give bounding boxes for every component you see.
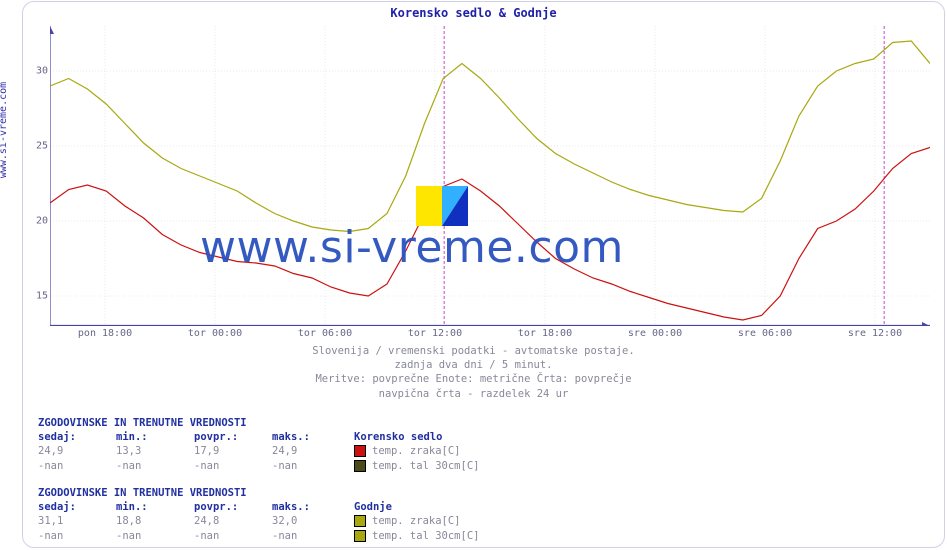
x-tick-label: tor 12:00	[408, 328, 462, 339]
x-tick-label: sre 12:00	[848, 328, 902, 339]
stats-group-name: Korensko sedlo	[354, 430, 443, 444]
stats-value: 31,1	[38, 514, 116, 528]
caption-line: zadnja dva dni / 5 minut.	[0, 358, 947, 372]
stats-row: 24,913,317,924,9temp. zraka[C]	[38, 444, 479, 458]
stats-column-labels: sedaj:min.:povpr.:maks.: Korensko sedlo	[38, 430, 479, 444]
legend-swatch	[354, 460, 366, 472]
x-tick-label: tor 06:00	[298, 328, 352, 339]
stats-value: -nan	[116, 459, 194, 473]
legend-label: temp. zraka[C]	[372, 514, 461, 528]
stats-row: 31,118,824,832,0 temp. zraka[C]	[38, 514, 479, 528]
caption-line: Slovenija / vremenski podatki - avtomats…	[0, 344, 947, 358]
watermark-text: www.si-vreme.com	[200, 222, 624, 273]
stats-column-labels: sedaj:min.:povpr.:maks.: Godnje	[38, 500, 479, 514]
legend-swatch	[354, 530, 366, 542]
chart-plot-area	[50, 26, 930, 326]
stats-value: 24,9	[272, 444, 350, 458]
legend-swatch	[354, 445, 366, 457]
y-tick-label: 30	[36, 66, 48, 77]
watermark-logo	[416, 186, 468, 226]
x-tick-label: tor 00:00	[188, 328, 242, 339]
y-tick-label: 20	[36, 216, 48, 227]
stats-value: 24,9	[38, 444, 116, 458]
stats-col-label: maks.:	[272, 430, 350, 444]
legend-label: temp. zraka[C]	[372, 444, 461, 458]
y-tick-label: 15	[36, 291, 48, 302]
legend-label: temp. tal 30cm[C]	[372, 529, 479, 543]
stats-value: -nan	[116, 529, 194, 543]
stats-header: ZGODOVINSKE IN TRENUTNE VREDNOSTI	[38, 416, 479, 430]
x-tick-label: pon 18:00	[78, 328, 132, 339]
x-tick-label: sre 06:00	[738, 328, 792, 339]
side-url-label: www.si-vreme.com	[0, 70, 9, 190]
stats-col-label: povpr.:	[194, 500, 272, 514]
y-axis-labels: 15 20 25 30	[30, 26, 48, 326]
legend-entry: temp. zraka[C]	[354, 514, 461, 528]
caption-line: navpična črta - razdelek 24 ur	[0, 387, 947, 401]
legend-entry: temp. tal 30cm[C]	[354, 529, 479, 543]
stats-value: -nan	[194, 529, 272, 543]
y-tick-label: 25	[36, 141, 48, 152]
x-tick-label: sre 00:00	[628, 328, 682, 339]
stats-value: 18,8	[116, 514, 194, 528]
legend-entry: temp. zraka[C]	[354, 444, 461, 458]
caption-line: Meritve: povprečne Enote: metrične Črta:…	[0, 372, 947, 386]
stats-value: 17,9	[194, 444, 272, 458]
stats-value: -nan	[38, 459, 116, 473]
stats-block: ZGODOVINSKE IN TRENUTNE VREDNOSTIsedaj:m…	[38, 416, 479, 473]
stats-col-label: sedaj:	[38, 500, 116, 514]
stats-row: -nan-nan-nan-nantemp. tal 30cm[C]	[38, 529, 479, 543]
chart-caption: Slovenija / vremenski podatki - avtomats…	[0, 344, 947, 401]
legend-swatch	[354, 515, 366, 527]
legend-entry: temp. tal 30cm[C]	[354, 459, 479, 473]
stats-col-label: min.:	[116, 430, 194, 444]
legend-label: temp. tal 30cm[C]	[372, 459, 479, 473]
stats-block: ZGODOVINSKE IN TRENUTNE VREDNOSTIsedaj:m…	[38, 486, 479, 543]
stats-col-label: povpr.:	[194, 430, 272, 444]
stats-value: -nan	[272, 459, 350, 473]
stats-group-name: Godnje	[354, 500, 392, 514]
stats-header: ZGODOVINSKE IN TRENUTNE VREDNOSTI	[38, 486, 479, 500]
stats-row: -nan-nan-nan-nantemp. tal 30cm[C]	[38, 459, 479, 473]
stats-value: -nan	[38, 529, 116, 543]
stats-col-label: min.:	[116, 500, 194, 514]
stats-value: 24,8	[194, 514, 272, 528]
chart-title: Korensko sedlo & Godnje	[0, 6, 947, 20]
x-tick-label: tor 18:00	[518, 328, 572, 339]
stats-value: -nan	[194, 459, 272, 473]
stats-value: 13,3	[116, 444, 194, 458]
stats-col-label: maks.:	[272, 500, 350, 514]
stats-value: -nan	[272, 529, 350, 543]
stats-value: 32,0	[272, 514, 350, 528]
stats-col-label: sedaj:	[38, 430, 116, 444]
